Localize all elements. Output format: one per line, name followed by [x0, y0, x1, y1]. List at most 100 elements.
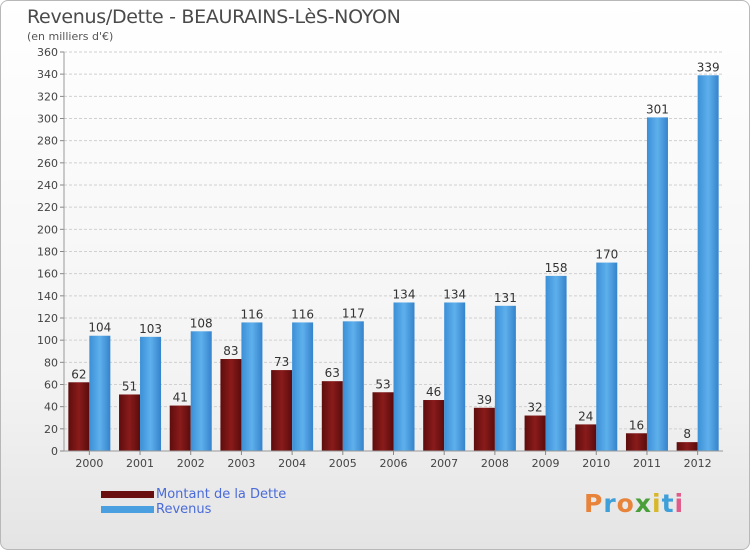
y-tick-label: 180 [37, 246, 58, 259]
data-label-revenus-2008: 131 [494, 291, 517, 305]
bar-revenus-2009 [545, 275, 567, 451]
y-tick-label: 200 [37, 223, 58, 236]
x-tick-label-2012: 2012 [684, 457, 712, 470]
bar-dette-2002 [169, 405, 191, 451]
y-tick-label: 220 [37, 201, 58, 214]
data-label-dette-2010: 24 [578, 409, 593, 423]
data-label-revenus-2012: 339 [697, 60, 720, 74]
y-tick-label: 360 [37, 46, 58, 59]
bar-revenus-2005 [342, 321, 364, 451]
x-tick-label-2001: 2001 [126, 457, 154, 470]
data-label-dette-2001: 51 [122, 379, 137, 393]
legend-swatch-dette [101, 491, 154, 498]
y-tick-label: 0 [51, 445, 58, 458]
legend: Montant de la Dette Revenus [101, 487, 286, 517]
data-label-dette-2008: 39 [477, 393, 492, 407]
bar-dette-2004 [271, 370, 293, 451]
x-tick-label-2004: 2004 [278, 457, 306, 470]
y-tick-label: 280 [37, 135, 58, 148]
logo-letter: r [603, 489, 617, 518]
x-tick-label-2008: 2008 [481, 457, 509, 470]
x-tick-label-2002: 2002 [177, 457, 205, 470]
y-tick-label: 340 [37, 68, 58, 81]
y-tick-label: 60 [44, 379, 58, 392]
bar-dette-2000 [68, 382, 90, 451]
legend-swatch-revenus [101, 506, 154, 513]
bar-dette-2012 [676, 442, 698, 451]
x-tick-label-2003: 2003 [227, 457, 255, 470]
bar-dette-2005 [321, 381, 343, 451]
bar-revenus-2003 [241, 322, 263, 451]
y-tick-label: 140 [37, 290, 58, 303]
data-label-dette-2011: 16 [629, 418, 644, 432]
legend-item-dette: Montant de la Dette [101, 487, 286, 502]
data-label-revenus-2000: 104 [88, 321, 111, 335]
x-tick-label-2005: 2005 [329, 457, 357, 470]
data-label-dette-2006: 53 [375, 377, 390, 391]
bar-revenus-2012 [697, 75, 719, 452]
legend-label-revenus: Revenus [156, 502, 212, 517]
legend-label-dette: Montant de la Dette [156, 487, 287, 502]
logo-letter: o [616, 489, 635, 518]
y-tick-label: 40 [44, 401, 58, 414]
logo-letter: P [584, 489, 604, 518]
data-label-revenus-2011: 301 [646, 102, 669, 116]
bar-revenus-2011 [646, 117, 668, 452]
chart-title: Revenus/Dette - BEAURAINS-LèS-NOYON [27, 6, 401, 28]
bar-dette-2009 [524, 415, 546, 451]
logo-letter: i [652, 489, 662, 518]
bar-dette-2011 [625, 433, 647, 451]
y-tick-label: 100 [37, 334, 58, 347]
data-label-revenus-2004: 116 [291, 307, 314, 321]
bar-dette-2008 [473, 407, 495, 451]
data-label-dette-2012: 8 [683, 427, 691, 441]
bar-revenus-2004 [292, 322, 314, 451]
y-tick-label: 260 [37, 157, 58, 170]
bar-revenus-2006 [393, 302, 415, 451]
data-label-revenus-2005: 117 [342, 306, 365, 320]
data-label-dette-2003: 83 [223, 344, 238, 358]
data-label-revenus-2009: 158 [545, 261, 568, 275]
legend-item-revenus: Revenus [101, 502, 286, 517]
x-tick-label-2009: 2009 [532, 457, 560, 470]
bar-dette-2007 [423, 400, 445, 451]
logo-letter: x [634, 489, 652, 518]
data-label-revenus-2003: 116 [240, 307, 263, 321]
x-tick-label-2011: 2011 [633, 457, 661, 470]
logo-letter: i [674, 489, 685, 518]
bar-dette-2010 [575, 424, 597, 451]
data-label-revenus-2001: 103 [139, 322, 162, 336]
y-tick-label: 80 [44, 356, 58, 369]
proxiti-logo: Proxiti [584, 489, 684, 518]
bar-revenus-2008 [494, 305, 516, 451]
bar-dette-2006 [372, 392, 394, 451]
data-label-dette-2007: 46 [426, 385, 441, 399]
y-tick-label: 120 [37, 312, 58, 325]
data-label-revenus-2010: 170 [595, 248, 618, 262]
data-label-dette-2004: 73 [274, 355, 289, 369]
data-label-dette-2009: 32 [527, 401, 542, 415]
bar-revenus-2000 [89, 335, 111, 451]
y-tick-label: 320 [37, 90, 58, 103]
x-tick-label-2000: 2000 [75, 457, 103, 470]
logo-letter: t [661, 489, 675, 518]
x-tick-label-2006: 2006 [380, 457, 408, 470]
chart-subtitle: (en milliers d'€) [27, 30, 114, 43]
data-label-revenus-2006: 134 [393, 287, 416, 301]
bar-dette-2001 [119, 394, 141, 451]
bar-revenus-2002 [190, 331, 212, 451]
data-label-dette-2005: 63 [325, 366, 340, 380]
data-label-dette-2000: 62 [71, 367, 86, 381]
bar-revenus-2010 [596, 262, 618, 451]
x-tick-label-2007: 2007 [430, 457, 458, 470]
data-label-dette-2002: 41 [173, 391, 188, 405]
bar-revenus-2001 [140, 336, 162, 451]
y-tick-label: 20 [44, 423, 58, 436]
y-tick-label: 240 [37, 179, 58, 192]
y-tick-label: 160 [37, 268, 58, 281]
y-tick-label: 300 [37, 113, 58, 126]
data-label-revenus-2002: 108 [190, 316, 213, 330]
bar-dette-2003 [220, 359, 242, 451]
